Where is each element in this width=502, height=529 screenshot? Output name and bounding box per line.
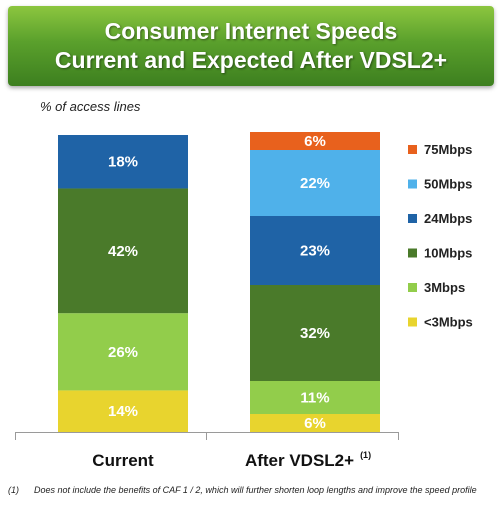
bar-segment [250, 132, 380, 150]
bar-value-label: 11% [300, 389, 329, 406]
bar-value-label: 22% [300, 175, 330, 192]
bar-segment [58, 135, 188, 189]
bar-segment [250, 150, 380, 216]
chart-title-line-2: Current and Expected After VDSL2+ [54, 47, 448, 73]
bars-group: 14% 26% 42% 18% 6% 11% 32% 23% 22% 6% [58, 132, 380, 432]
bar-value-label: 42% [108, 243, 138, 260]
bar-segment [250, 285, 380, 381]
bar-value-label: 14% [108, 403, 138, 420]
legend-swatch [408, 179, 417, 189]
footnote: (1) Does not include the benefits of CAF … [8, 484, 494, 496]
y-axis-caption: % of access lines [40, 99, 141, 114]
bar-value-label: 26% [108, 344, 138, 361]
bar-value-label: 18% [108, 154, 138, 171]
footnote-text: Does not include the benefits of CAF 1 /… [34, 485, 477, 495]
bar-value-label: 6% [304, 133, 326, 150]
legend-swatch [408, 317, 417, 327]
legend-swatch [408, 283, 417, 292]
legend-label: <3Mbps [424, 315, 473, 330]
bar-segment [58, 188, 188, 314]
legend-label: 75Mbps [424, 142, 472, 157]
category-labels: Current After VDSL2+ (1) [92, 450, 371, 470]
category-label: Current [92, 451, 154, 470]
legend: 75Mbps 50Mbps 24Mbps 10Mbps 3Mbps <3Mbps [408, 142, 473, 330]
footnote-marker: (1) [8, 485, 19, 495]
legend-label: 50Mbps [424, 177, 472, 192]
bar-segment [250, 216, 380, 285]
legend-swatch [408, 248, 417, 258]
chart-title-line-1: Consumer Internet Speeds [104, 18, 398, 44]
bar-segment [250, 414, 380, 432]
category-label: After VDSL2+ (1) [245, 450, 371, 470]
legend-swatch [408, 214, 417, 223]
legend-label: 3Mbps [424, 280, 465, 295]
bar-segment [58, 313, 188, 391]
legend-label: 10Mbps [424, 246, 472, 261]
bar-value-label: 23% [300, 242, 330, 259]
chart-title: Consumer Internet Speeds Current and Exp… [8, 6, 494, 86]
legend-swatch [408, 145, 417, 154]
legend-label: 24Mbps [424, 211, 472, 226]
bar-value-label: 6% [304, 415, 326, 432]
bar-segment [58, 390, 188, 432]
bar-value-label: 32% [300, 325, 330, 342]
stacked-bar-chart: 14% 26% 42% 18% 6% 11% 32% 23% 22% 6% Current Afte… [15, 132, 473, 470]
baseline-group [15, 432, 399, 440]
bar-segment [250, 381, 380, 414]
